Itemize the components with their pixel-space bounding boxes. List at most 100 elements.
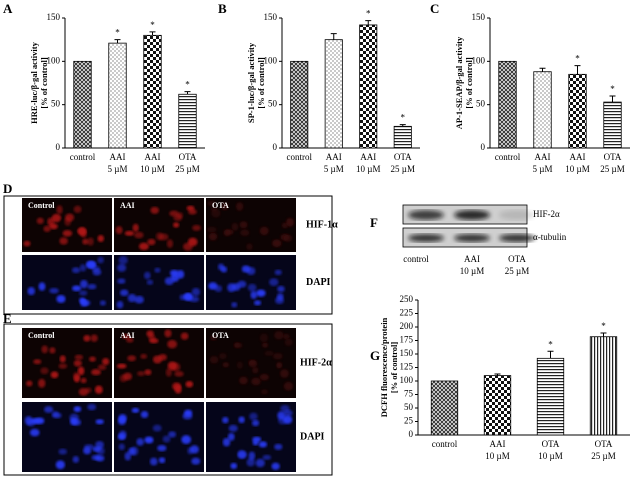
nucleus [188,209,197,215]
nucleus [94,385,103,394]
bar [108,42,127,149]
bar [483,375,512,436]
nucleus [117,278,126,284]
nucleus [144,369,152,376]
blot-row-label: α-tubulin [533,232,567,242]
nucleus [246,458,255,467]
nucleus [277,285,285,293]
bar [533,71,552,149]
nucleus [43,406,54,413]
error-bar [539,67,546,72]
nucleus [269,278,279,287]
nucleus [248,360,258,368]
nucleus [211,208,221,218]
y-axis-label-line: HRE-luc/β-gal activity [29,41,39,123]
blot-band [408,234,444,242]
nucleus [240,229,250,236]
x-tick-label: AAI [145,152,161,162]
panel-label: A [3,1,13,16]
nucleus [155,232,164,241]
y-tick-label: 150 [400,348,414,358]
nucleus [136,438,145,446]
micrograph-label: AAI [120,201,135,210]
x-tick-label: AAI [570,152,586,162]
nucleus [272,352,283,360]
y-tick-label: 100 [400,375,414,385]
y-tick-label: 150 [47,12,61,22]
x-tick-label: 10 µM [565,164,589,174]
y-tick-label: 0 [481,142,486,152]
panel-frame [3,195,333,315]
nucleus [275,296,284,305]
y-tick-label: 0 [409,429,414,439]
nucleus [218,353,227,360]
nucleus [167,361,178,371]
y-axis-label-line: [% of control] [39,57,49,108]
nucleus [97,364,107,371]
significance-label: * [150,20,155,30]
x-tick-label: 25 µM [600,164,624,174]
nucleus [87,237,94,246]
error-bar [184,91,191,95]
nucleus [250,290,258,300]
nucleus [223,229,231,237]
bar [143,34,162,149]
nucleus [237,450,247,459]
significance-label: * [601,321,606,331]
nucleus [283,234,293,242]
bar [178,93,197,149]
nucleus [286,217,295,227]
row-label: DAPI [300,431,325,442]
nucleus [158,457,166,464]
bar [603,101,622,149]
nucleus [192,224,201,231]
nucleus [82,238,89,245]
lane-label: OTA [508,254,526,264]
nucleus [241,265,251,273]
lane-label: control [403,254,429,264]
nucleus [169,269,179,276]
nucleus [174,384,182,394]
nucleus [271,462,280,470]
nucleus [64,217,72,226]
x-tick-label: 25 µM [591,451,615,461]
nucleus [258,441,268,448]
nucleus [140,353,148,359]
micrograph-label: OTA [212,331,229,340]
micrograph [22,402,112,472]
nucleus [207,200,216,206]
nucleus [118,443,125,451]
y-tick-label: 150 [264,12,278,22]
nucleus [23,240,31,247]
nucleus [174,370,184,377]
nucleus [249,412,258,421]
nucleus [115,226,123,235]
nucleus [29,428,40,437]
nucleus [179,294,186,301]
micrograph-label: AAI [120,331,135,340]
x-tick-label: control [495,152,521,162]
nucleus [99,300,107,306]
nucleus [157,444,167,452]
nucleus [251,419,260,427]
nucleus [80,377,87,384]
nucleus [246,243,253,251]
x-tick-label: control [70,152,96,162]
nucleus [167,339,178,349]
error-bar [365,20,372,25]
y-tick-label: 50 [404,402,414,412]
y-tick-label: 25 [404,416,414,426]
nucleus [79,264,87,272]
nucleus [36,217,44,225]
nucleus [127,293,137,303]
nucleus [73,359,82,367]
nucleus [40,367,49,375]
nucleus [236,361,243,369]
nucleus [95,440,104,449]
nucleus [173,214,183,222]
error-bar [574,65,581,75]
nucleus [235,202,244,211]
y-axis-label: DCFH fluorescence/protein[% of control] [379,317,399,417]
y-axis-label-line: AP-1-SEAP/β-gal activity [454,36,464,129]
error-bar [494,373,501,376]
